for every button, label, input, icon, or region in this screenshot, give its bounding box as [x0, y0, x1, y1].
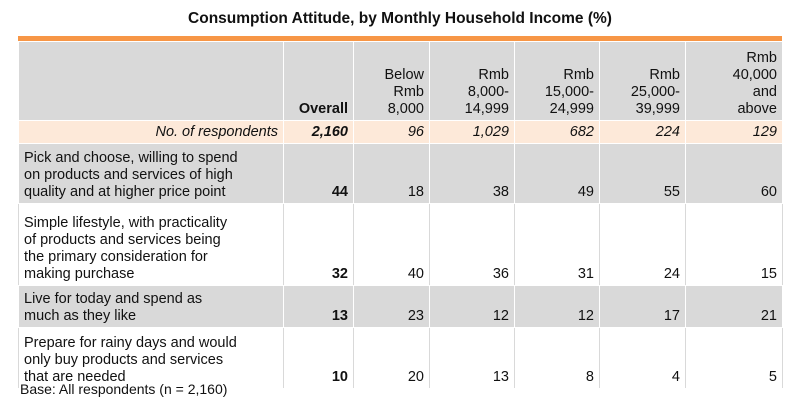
data-cell: 23: [353, 285, 430, 328]
accent-bar: [18, 36, 782, 41]
data-table: Overall Below Rmb 8,000 Rmb 8,000- 14,999 Rmb 15…: [18, 41, 783, 389]
data-cell: 13: [283, 285, 354, 328]
row-label: Prepare for rainy days and would only buy…: [18, 327, 284, 389]
column-header: Overall: [283, 41, 354, 121]
data-cell: 21: [685, 285, 783, 328]
data-cell: 4: [599, 327, 686, 389]
column-header: Rmb 25,000- 39,999: [599, 41, 686, 121]
header-row: Overall Below Rmb 8,000 Rmb 8,000- 14,999 Rmb 15…: [18, 41, 783, 121]
table-row: Simple lifestyle, with practicality of pr…: [18, 203, 783, 286]
respondents-label: No. of respondents: [18, 120, 284, 144]
data-cell: 10: [283, 327, 354, 389]
column-header: Rmb 40,000 and above: [685, 41, 783, 121]
respondents-count: 129: [685, 120, 783, 144]
data-cell: 17: [599, 285, 686, 328]
column-header: Rmb 15,000- 24,999: [514, 41, 600, 121]
data-cell: 31: [514, 203, 600, 286]
column-header: Below Rmb 8,000: [353, 41, 430, 121]
header-corner: [18, 41, 284, 121]
data-cell: 15: [685, 203, 783, 286]
data-cell: 40: [353, 203, 430, 286]
data-cell: 24: [599, 203, 686, 286]
respondents-row: No. of respondents 2,160 96 1,029 682 224 129: [18, 120, 783, 144]
data-cell: 38: [429, 143, 515, 204]
data-cell: 60: [685, 143, 783, 204]
chart-title: Consumption Attitude, by Monthly Househo…: [188, 10, 612, 27]
respondents-count: 1,029: [429, 120, 515, 144]
table-row: Live for today and spend as much as they …: [18, 285, 783, 328]
data-cell: 20: [353, 327, 430, 389]
data-cell: 12: [514, 285, 600, 328]
data-cell: 55: [599, 143, 686, 204]
data-cell: 49: [514, 143, 600, 204]
table-row: Prepare for rainy days and would only buy…: [18, 327, 783, 389]
row-label: Live for today and spend as much as they …: [18, 285, 284, 328]
data-cell: 5: [685, 327, 783, 389]
data-cell: 13: [429, 327, 515, 389]
row-label: Simple lifestyle, with practicality of pr…: [18, 203, 284, 286]
column-header: Rmb 8,000- 14,999: [429, 41, 515, 121]
data-cell: 32: [283, 203, 354, 286]
base-note: Base: All respondents (n = 2,160): [20, 381, 228, 397]
respondents-count: 96: [353, 120, 430, 144]
respondents-count: 224: [599, 120, 686, 144]
data-cell: 8: [514, 327, 600, 389]
table-row: Pick and choose, willing to spend on prod…: [18, 143, 783, 204]
data-cell: 12: [429, 285, 515, 328]
respondents-count: 2,160: [283, 120, 354, 144]
respondents-count: 682: [514, 120, 600, 144]
data-cell: 44: [283, 143, 354, 204]
data-cell: 36: [429, 203, 515, 286]
row-label: Pick and choose, willing to spend on prod…: [18, 143, 284, 204]
data-cell: 18: [353, 143, 430, 204]
